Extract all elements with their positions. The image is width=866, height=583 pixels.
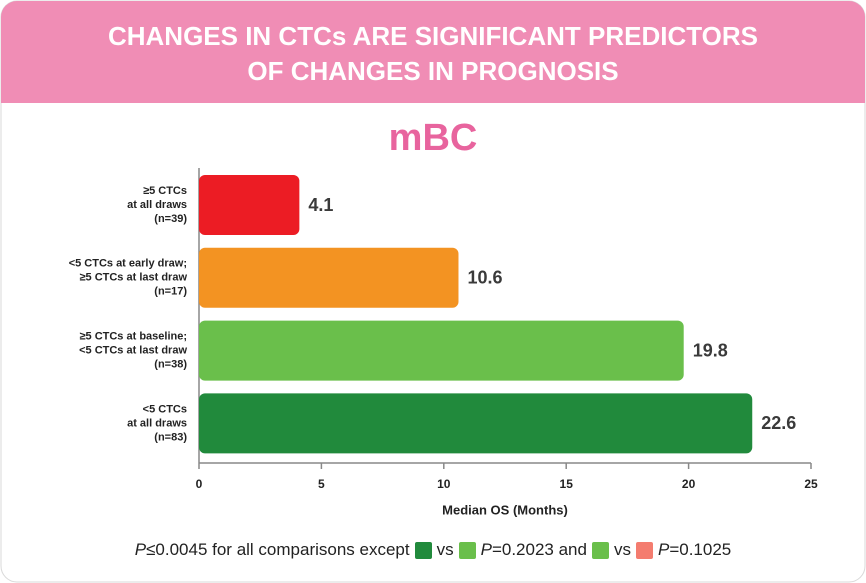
x-tick-label: 10 — [437, 477, 451, 491]
category-label: (n=17) — [154, 286, 187, 298]
footnote-text: ≤0.0045 for all comparisons except — [146, 540, 410, 559]
subtitle: mBC — [389, 117, 478, 159]
bar — [199, 247, 459, 308]
header-band — [1, 1, 865, 103]
title-line: OF CHANGES IN PROGNOSIS — [247, 56, 618, 86]
footnote-text: vs — [436, 540, 454, 559]
swatch — [591, 541, 609, 559]
category-label: <5 CTCs at early draw; — [69, 258, 187, 270]
category-label: at all draws — [127, 417, 187, 429]
swatch — [414, 541, 432, 559]
footnote-text: =0.2023 and — [491, 540, 587, 559]
category-label: ≥5 CTCs — [143, 185, 187, 197]
swatch — [458, 541, 476, 559]
bar — [199, 320, 684, 381]
category-label: (n=38) — [154, 359, 187, 371]
value-label: 10.6 — [467, 268, 502, 288]
category-label: (n=83) — [154, 431, 187, 443]
footnote: P ≤0.0045 for all comparisons except vs … — [0, 538, 866, 562]
value-label: 22.6 — [761, 413, 796, 433]
footnote-text: P — [480, 540, 492, 559]
value-label: 4.1 — [308, 195, 333, 215]
footnote-text: =0.1025 — [669, 540, 732, 559]
footnote-text: vs — [613, 540, 631, 559]
category-label: (n=39) — [154, 213, 187, 225]
x-tick-label: 15 — [560, 477, 574, 491]
footnote-text: P — [657, 540, 670, 559]
category-label: <5 CTCs at last draw — [79, 345, 187, 357]
value-label: 19.8 — [693, 340, 728, 360]
swatch — [635, 541, 653, 559]
bar — [199, 393, 753, 454]
category-label: at all draws — [127, 199, 187, 211]
x-tick-label: 0 — [196, 477, 203, 491]
title-line: CHANGES IN CTCs ARE SIGNIFICANT PREDICTO… — [108, 21, 758, 51]
bar — [199, 175, 300, 235]
category-label: ≥5 CTCs at baseline; — [79, 331, 187, 343]
x-tick-label: 5 — [318, 477, 325, 491]
x-tick-label: 25 — [804, 477, 818, 491]
x-tick-label: 20 — [682, 477, 696, 491]
category-label: <5 CTCs — [143, 403, 187, 415]
category-label: ≥5 CTCs at last draw — [79, 272, 187, 284]
x-axis-label: Median OS (Months) — [442, 502, 568, 517]
footnote-text: P — [134, 540, 147, 559]
